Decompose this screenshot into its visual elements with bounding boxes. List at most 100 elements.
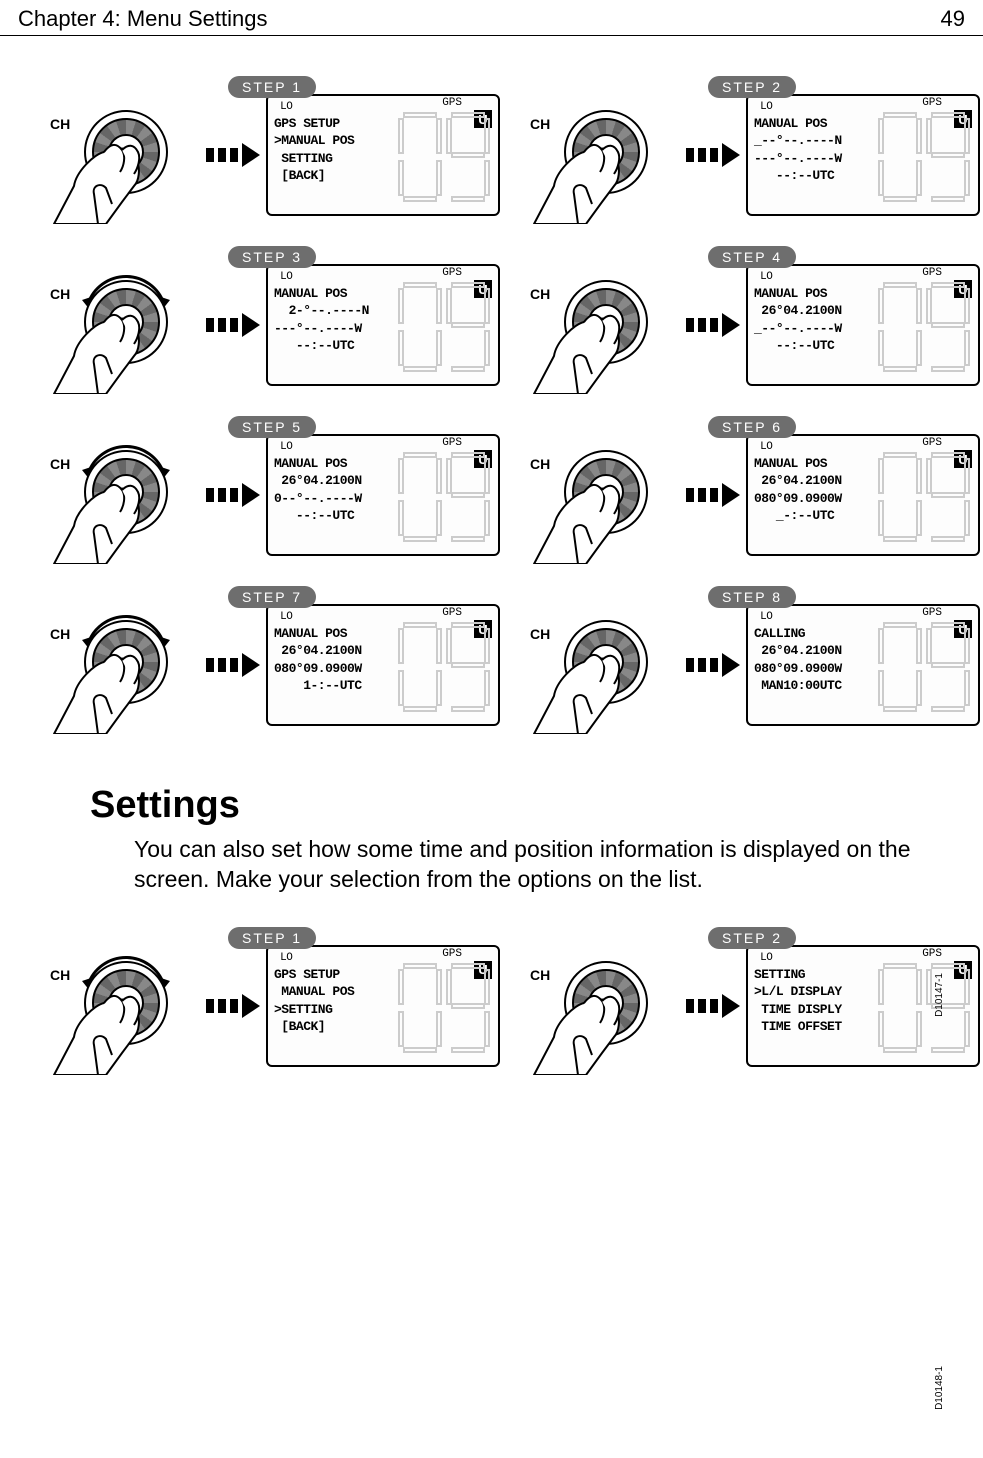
step-row: STEP 5CH OK LOMANUAL POS 26°04.2100N0--°…	[50, 416, 933, 560]
channel-digits	[878, 282, 970, 372]
hand-icon	[44, 124, 164, 224]
arrow-icon	[686, 994, 740, 1018]
step-badge: STEP 8	[708, 586, 796, 608]
hand-icon	[524, 975, 644, 1075]
lcd-lo-indicator: LO	[754, 270, 864, 285]
channel-digits	[398, 282, 490, 372]
gps-indicator: GPS	[442, 948, 462, 960]
step-cell: STEP 1CH OK LOGPS SETUP MANUAL POS>SETTI…	[50, 927, 500, 1071]
hand-dial-illustration: CHOK	[530, 430, 680, 560]
lcd-text-line: MANUAL POS	[754, 285, 864, 303]
steps-grid-settings: STEP 1CH OK LOGPS SETUP MANUAL POS>SETTI…	[0, 917, 983, 1137]
lcd-screen: LOMANUAL POS 26°04.2100N080°09.0900W 1-:…	[266, 604, 500, 726]
hand-icon	[44, 975, 164, 1075]
hand-dial-illustration: CHOK	[530, 600, 680, 730]
lcd-lo-indicator: LO	[274, 270, 384, 285]
lcd-text-line: 26°04.2100N	[754, 302, 864, 320]
lcd-text: LOSETTING>L/L DISPLAY TIME DISPLY TIME O…	[748, 947, 868, 1065]
step-cell: STEP 4CHOK LOMANUAL POS 26°04.2100N_--°-…	[530, 246, 980, 390]
lcd-screen: LOGPS SETUP MANUAL POS>SETTING [BACK]GPS…	[266, 945, 500, 1067]
hand-icon	[44, 634, 164, 734]
lcd-screen: LOMANUAL POS 26°04.2100N0--°--.----W --:…	[266, 434, 500, 556]
step-row: STEP 7CH OK LOMANUAL POS 26°04.2100N080°…	[50, 586, 933, 730]
arrow-icon	[686, 653, 740, 677]
lcd-lo-indicator: LO	[754, 951, 864, 966]
lcd-text-line: MANUAL POS	[274, 455, 384, 473]
lcd-text: LOMANUAL POS_--°--.----N---°--.----W --:…	[748, 96, 868, 214]
lcd-lo-indicator: LO	[754, 610, 864, 625]
lcd-screen: LOGPS SETUP>MANUAL POS SETTING [BACK]GPS…	[266, 94, 500, 216]
step-badge: STEP 2	[708, 927, 796, 949]
gps-indicator: GPS	[922, 607, 942, 619]
channel-digits	[398, 622, 490, 712]
lcd-lo-indicator: LO	[274, 440, 384, 455]
lcd-text-line: 080°09.0900W	[754, 490, 864, 508]
gps-indicator: GPS	[442, 267, 462, 279]
lcd-text: LOMANUAL POS 26°04.2100N0--°--.----W --:…	[268, 436, 388, 554]
step-cell: STEP 6CHOK LOMANUAL POS 26°04.2100N080°0…	[530, 416, 980, 560]
step-badge: STEP 3	[228, 246, 316, 268]
step-badge: STEP 1	[228, 927, 316, 949]
step-row: STEP 1 CHOK LOGPS SETUP>MANUAL POS SETTIN…	[50, 76, 933, 220]
lcd-text-line: MAN10:00UTC	[754, 677, 864, 695]
lcd-lo-indicator: LO	[274, 951, 384, 966]
arrow-icon	[206, 653, 260, 677]
step-row: STEP 3CH OK LOMANUAL POS 2-°--.----N---°…	[50, 246, 933, 390]
lcd-text-line: MANUAL POS	[754, 455, 864, 473]
lcd-text-line: SETTING	[754, 966, 864, 984]
gps-indicator: GPS	[922, 267, 942, 279]
lcd-text: LOMANUAL POS 2-°--.----N---°--.----W --:…	[268, 266, 388, 384]
step-badge: STEP 5	[228, 416, 316, 438]
hand-icon	[44, 294, 164, 394]
lcd-text-line: MANUAL POS	[274, 983, 384, 1001]
gps-indicator: GPS	[442, 607, 462, 619]
lcd-text: LOMANUAL POS 26°04.2100N080°09.0900W _-:…	[748, 436, 868, 554]
lcd-text-line: MANUAL POS	[274, 625, 384, 643]
lcd-text-line: CALLING	[754, 625, 864, 643]
gps-indicator: GPS	[922, 948, 942, 960]
page-number: 49	[941, 6, 965, 32]
lcd-text-line: 2-°--.----N	[274, 302, 384, 320]
gps-indicator: GPS	[922, 97, 942, 109]
channel-digits	[398, 112, 490, 202]
channel-digits	[398, 452, 490, 542]
lcd-text-line: 26°04.2100N	[274, 472, 384, 490]
lcd-text: LOMANUAL POS 26°04.2100N080°09.0900W 1-:…	[268, 606, 388, 724]
page-header: Chapter 4: Menu Settings 49	[0, 0, 983, 36]
lcd-screen: LOCALLING 26°04.2100N080°09.0900W MAN10:…	[746, 604, 980, 726]
lcd-text-line: _-:--UTC	[754, 507, 864, 525]
lcd-text-line: _--°--.----W	[754, 320, 864, 338]
lcd-screen: LOMANUAL POS_--°--.----N---°--.----W --:…	[746, 94, 980, 216]
lcd-text-line: SETTING	[274, 150, 384, 168]
hand-icon	[524, 124, 644, 224]
step-cell: STEP 3CH OK LOMANUAL POS 2-°--.----N---°…	[50, 246, 500, 390]
channel-digits	[878, 452, 970, 542]
lcd-text-line: >SETTING	[274, 1001, 384, 1019]
lcd-text-line: TIME DISPLY	[754, 1001, 864, 1019]
arrow-icon	[686, 483, 740, 507]
gps-indicator: GPS	[442, 97, 462, 109]
arrow-icon	[206, 994, 260, 1018]
lcd-text-line: GPS SETUP	[274, 115, 384, 133]
arrow-icon	[206, 313, 260, 337]
hand-icon	[524, 294, 644, 394]
hand-dial-illustration: CH OK	[50, 430, 200, 560]
lcd-text: LOCALLING 26°04.2100N080°09.0900W MAN10:…	[748, 606, 868, 724]
arrow-icon	[206, 143, 260, 167]
lcd-text-line: 080°09.0900W	[274, 660, 384, 678]
lcd-text-line: --:--UTC	[274, 507, 384, 525]
channel-digits	[878, 963, 970, 1053]
settings-section: Settings You can also set how some time …	[0, 784, 983, 895]
lcd-text-line: ---°--.----W	[754, 150, 864, 168]
lcd-lo-indicator: LO	[754, 440, 864, 455]
step-badge: STEP 1	[228, 76, 316, 98]
lcd-text-line: 0--°--.----W	[274, 490, 384, 508]
step-badge: STEP 2	[708, 76, 796, 98]
lcd-text-line: 26°04.2100N	[754, 642, 864, 660]
hand-dial-illustration: CHOK	[50, 90, 200, 220]
lcd-text-line: 26°04.2100N	[274, 642, 384, 660]
lcd-screen: LOMANUAL POS 26°04.2100N_--°--.----W --:…	[746, 264, 980, 386]
gps-indicator: GPS	[442, 437, 462, 449]
lcd-text-line: 080°09.0900W	[754, 660, 864, 678]
steps-grid-main: STEP 1 CHOK LOGPS SETUP>MANUAL POS SETTIN…	[0, 36, 983, 776]
